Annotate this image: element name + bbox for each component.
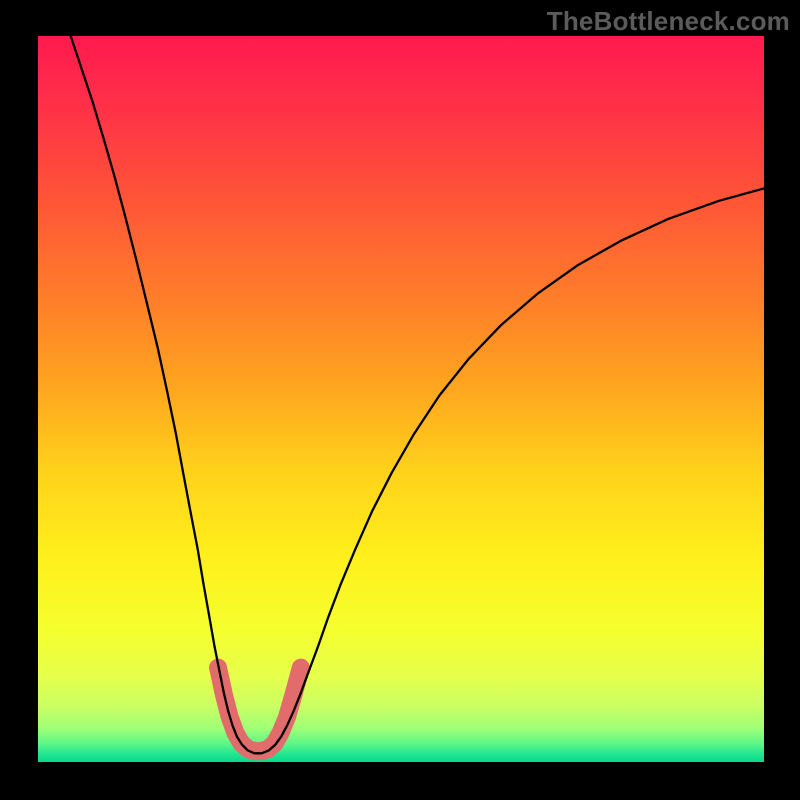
plot-area — [38, 36, 764, 762]
watermark-text: TheBottleneck.com — [547, 6, 790, 37]
gradient-background — [38, 36, 764, 762]
plot-svg — [38, 36, 764, 762]
